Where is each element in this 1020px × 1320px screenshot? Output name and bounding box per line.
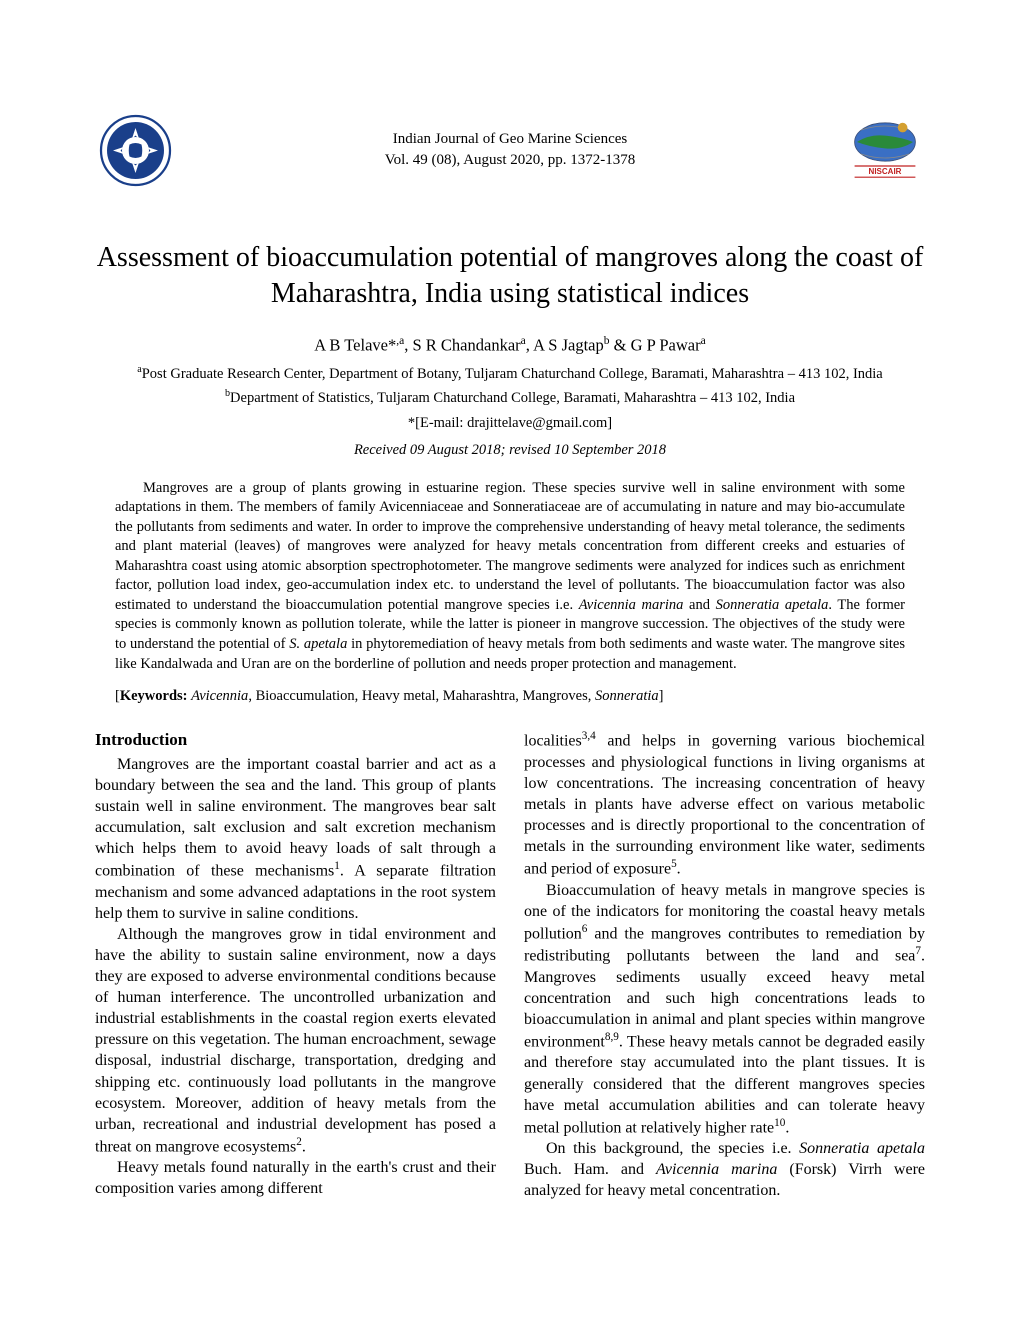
- journal-name: Indian Journal of Geo Marine Sciences: [385, 129, 636, 150]
- section-heading-introduction: Introduction: [95, 729, 496, 751]
- affiliation-b: bDepartment of Statistics, Tuljaram Chat…: [95, 387, 925, 408]
- abstract: Mangroves are a group of plants growing …: [115, 479, 905, 675]
- intro-para-4: localities3,4 and helps in governing var…: [524, 729, 925, 879]
- intro-para-6: On this background, the species i.e. Son…: [524, 1138, 925, 1201]
- csir-logo: [95, 110, 175, 190]
- intro-para-1: Mangroves are the important coastal barr…: [95, 754, 496, 924]
- received-dates: Received 09 August 2018; revised 10 Sept…: [95, 442, 925, 459]
- niscair-logo: NISCAIR: [845, 110, 925, 190]
- intro-para-2: Although the mangroves grow in tidal env…: [95, 924, 496, 1158]
- header-row: Indian Journal of Geo Marine Sciences Vo…: [95, 110, 925, 190]
- paper-title: Assessment of bioaccumulation potential …: [95, 240, 925, 313]
- keywords: [Keywords: Avicennia, Bioaccumulation, H…: [115, 688, 905, 705]
- authors: A B Telave*,a, S R Chandankara, A S Jagt…: [95, 335, 925, 356]
- keywords-label: Keywords:: [120, 688, 188, 704]
- body-columns: Introduction Mangroves are the important…: [95, 729, 925, 1201]
- column-left: Introduction Mangroves are the important…: [95, 729, 496, 1201]
- journal-issue: Vol. 49 (08), August 2020, pp. 1372-1378: [385, 150, 636, 171]
- intro-para-5: Bioaccumulation of heavy metals in mangr…: [524, 880, 925, 1139]
- corresponding-email: *[E-mail: drajittelave@gmail.com]: [95, 415, 925, 432]
- column-right: localities3,4 and helps in governing var…: [524, 729, 925, 1201]
- keywords-list: Avicennia, Bioaccumulation, Heavy metal,…: [188, 688, 659, 704]
- intro-para-3: Heavy metals found naturally in the eart…: [95, 1157, 496, 1199]
- svg-text:NISCAIR: NISCAIR: [869, 167, 902, 176]
- affiliation-a: aPost Graduate Research Center, Departme…: [95, 363, 925, 384]
- journal-meta: Indian Journal of Geo Marine Sciences Vo…: [385, 129, 636, 171]
